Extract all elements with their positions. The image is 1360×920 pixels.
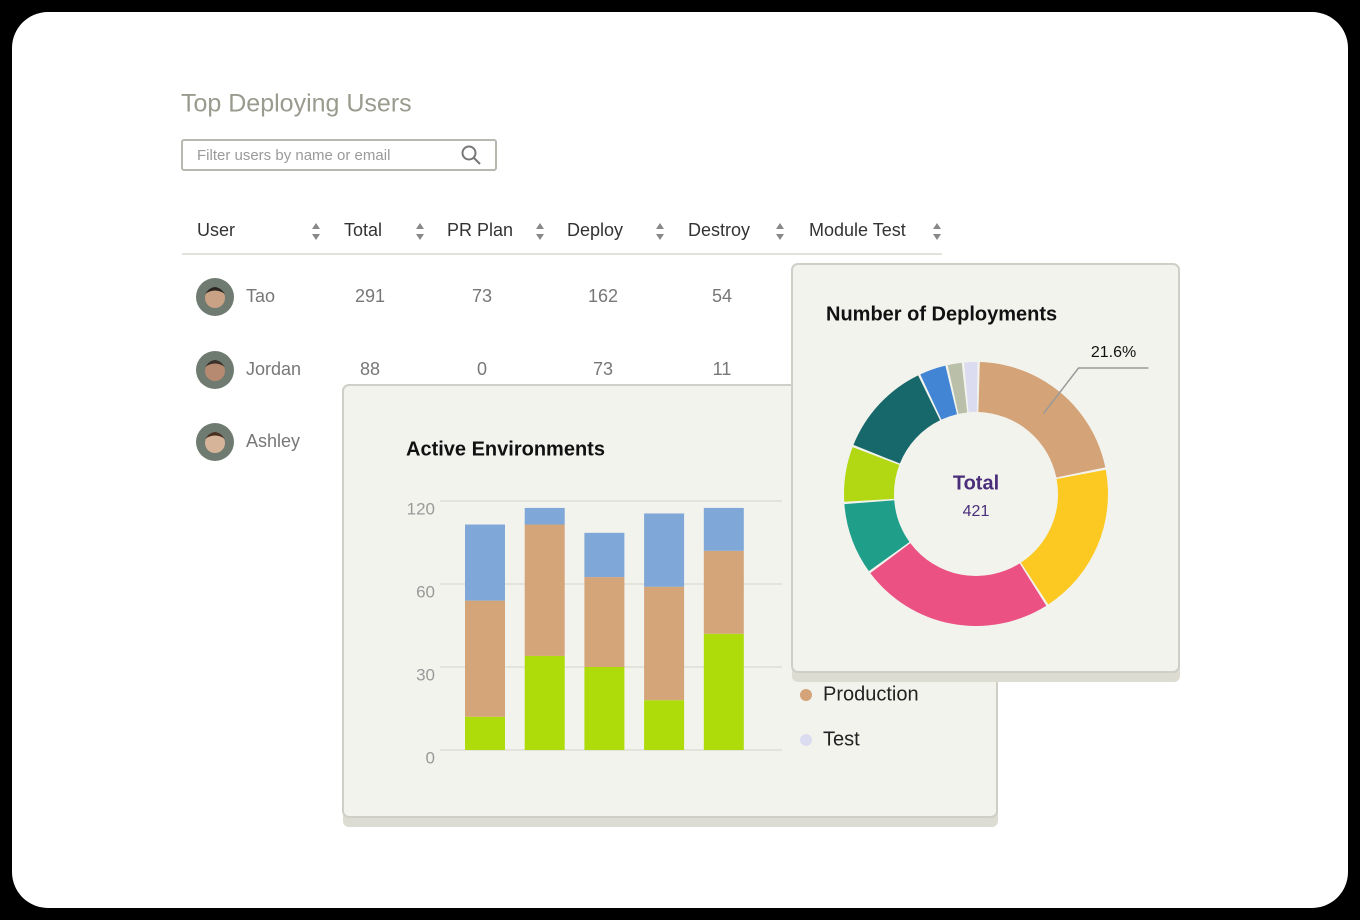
y-tick-label: 0 [426, 748, 435, 767]
legend-swatch [800, 734, 812, 746]
leader-line [1042, 367, 1149, 415]
bar-segment [465, 600, 505, 717]
bar-segment [524, 655, 565, 750]
table: User Total PR Plan Deploy Destroy Module Test… [196, 220, 941, 461]
bar-segment [524, 524, 565, 656]
center-value: 421 [963, 503, 990, 520]
avatar-face [205, 361, 225, 381]
cell-value: 291 [355, 286, 385, 306]
avatar [196, 278, 234, 316]
page-title: Top Deploying Users [181, 90, 412, 118]
sort-icon[interactable] [656, 223, 664, 240]
y-tick-label: 30 [416, 665, 435, 684]
avatar-hair [205, 360, 225, 367]
sort-icon[interactable] [933, 223, 941, 240]
cell-value: 162 [588, 286, 618, 306]
search-box[interactable] [181, 139, 497, 171]
legend-label: Test [823, 728, 860, 750]
column-header[interactable]: Module Test [809, 220, 906, 240]
column-header[interactable]: Total [344, 220, 382, 240]
donut-slice [947, 362, 968, 414]
y-tick-label: 120 [407, 499, 435, 518]
donut-slice [853, 375, 941, 464]
bar-segment [703, 633, 744, 750]
donut-slice [870, 543, 1047, 627]
cell-value: 11 [713, 359, 732, 379]
avatar [196, 423, 234, 461]
avatar-hair [205, 432, 225, 439]
donut-slice [844, 500, 910, 572]
bar-segment [644, 586, 685, 701]
value-label: 21.6% [1091, 344, 1136, 361]
donut-slice [844, 447, 900, 502]
sort-icon[interactable] [416, 223, 424, 240]
chart-title: Number of Deployments [826, 303, 1057, 325]
cell-value: 73 [472, 286, 492, 306]
bar-segment [644, 513, 685, 587]
bar-segment [703, 507, 744, 551]
sort-icon[interactable] [536, 223, 544, 240]
sort-icon[interactable] [312, 223, 320, 240]
cell-value: 73 [593, 359, 613, 379]
bar-segment [584, 532, 625, 578]
chart-title: Active Environments [406, 438, 605, 460]
center-label: Total [953, 472, 999, 494]
cell-value: 54 [712, 286, 732, 306]
bar-segment [524, 507, 565, 525]
column-header[interactable]: User [197, 220, 235, 240]
bar-segment [465, 524, 505, 601]
column-header[interactable]: Destroy [688, 220, 750, 240]
search-icon [461, 145, 481, 165]
donut-slice [1020, 469, 1109, 605]
legend-label: Production [823, 683, 919, 705]
column-header[interactable]: Deploy [567, 220, 623, 240]
avatar [196, 351, 234, 389]
bar-segment [703, 550, 744, 634]
avatar-hair [205, 287, 225, 294]
donut-slice [964, 362, 978, 413]
bar-segment [465, 716, 505, 750]
bar-segment [584, 667, 625, 750]
user-name: Jordan [246, 359, 301, 379]
bar-segment [644, 700, 685, 750]
user-name: Tao [246, 286, 275, 306]
donut-slice [978, 362, 1106, 478]
legend-swatch [800, 689, 812, 701]
column-header[interactable]: PR Plan [447, 220, 513, 240]
cell-value: 88 [360, 359, 380, 379]
y-tick-label: 60 [416, 582, 435, 601]
cell-value: 0 [477, 359, 487, 379]
bar-segment [584, 577, 625, 667]
sort-icon[interactable] [776, 223, 784, 240]
donut-card: Number of Deployments 21.6% Total 421 [791, 263, 1180, 682]
search-placeholder: Filter users by name or email [197, 147, 390, 164]
avatar-face [205, 288, 225, 308]
user-name: Ashley [246, 431, 300, 451]
donut-slice [920, 365, 957, 420]
avatar-face [205, 433, 225, 453]
